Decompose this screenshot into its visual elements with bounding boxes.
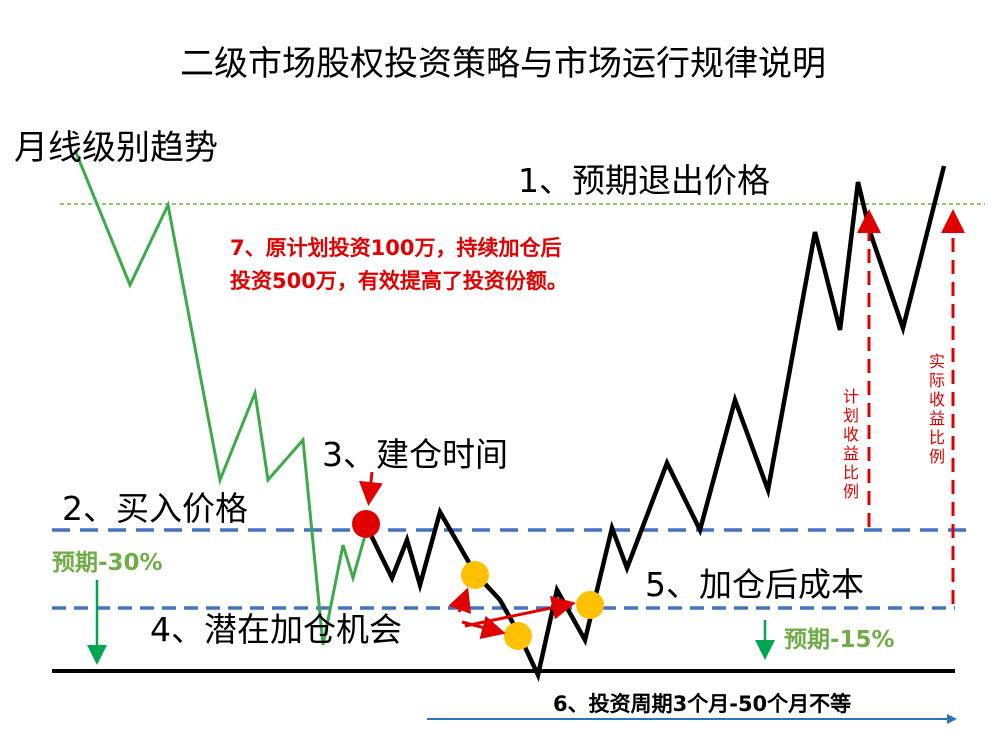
- expect-15-label: 预期-15%: [784, 627, 895, 653]
- actual-ratio-label: 实际收益比例: [928, 352, 945, 466]
- add-arrow-2: [461, 615, 506, 640]
- exit-price-label: 1、预期退出价格: [518, 161, 770, 200]
- build-arrow: [358, 471, 383, 506]
- expect-30-label: 预期-30%: [52, 550, 163, 576]
- potential-add-label: 4、潜在加仓机会: [150, 610, 402, 649]
- cost-after-add-label: 5、加仓后成本: [645, 565, 864, 604]
- monthly-trend-line: [73, 149, 370, 646]
- add-arrow-1: [448, 587, 472, 615]
- planned-ratio-label: 计划收益比例: [842, 387, 859, 501]
- monthly-trend-label: 月线级别趋势: [14, 128, 218, 168]
- build-time-dot: [352, 510, 380, 538]
- add-arrow-3: [464, 595, 576, 628]
- note-7: 7、原计划投资100万，持续加仓后投资500万，有效提高了投资份额。: [230, 236, 568, 293]
- add-dot-1: [461, 561, 489, 589]
- build-time-label: 3、建仓时间: [322, 435, 508, 474]
- add-dot-2: [504, 622, 532, 650]
- buy-price-label: 2、买入价格: [62, 489, 248, 528]
- period-label: 6、投资周期3个月-50个月不等: [553, 692, 852, 716]
- page-title: 二级市场股权投资策略与市场运行规律说明: [180, 44, 826, 84]
- add-dot-3: [576, 591, 604, 619]
- price-line: [363, 165, 947, 682]
